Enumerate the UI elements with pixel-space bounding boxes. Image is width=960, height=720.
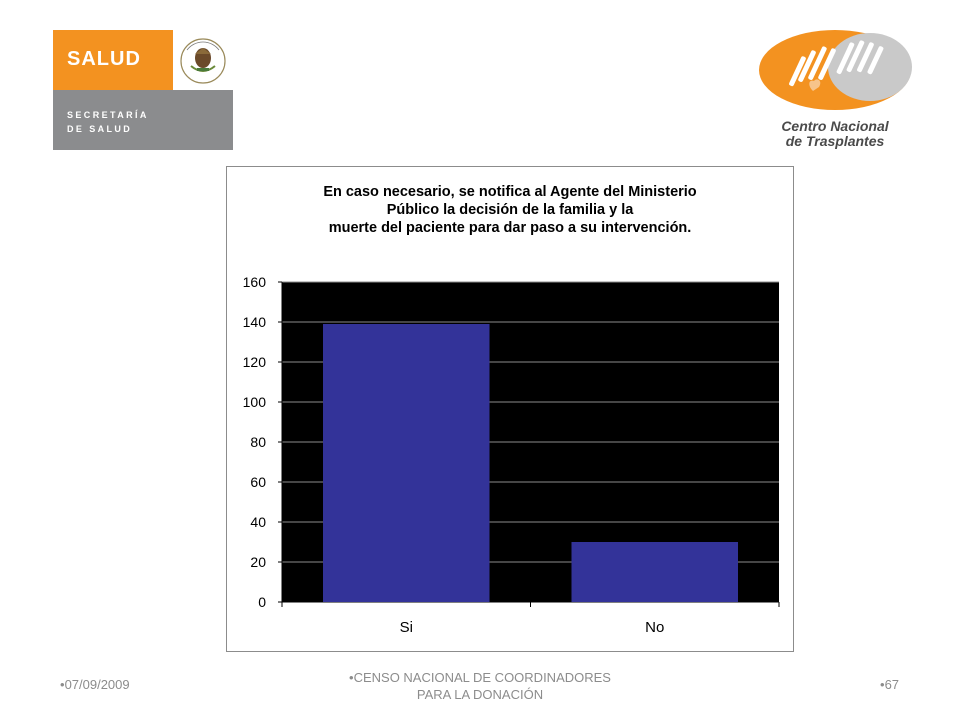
y-tick-label: 160 — [243, 274, 267, 290]
y-tick-label: 140 — [243, 314, 267, 330]
footer-title: •CENSO NACIONAL DE COORDINADORES PARA LA… — [330, 669, 630, 703]
cnt-logo-line2: de Trasplantes — [785, 133, 885, 149]
bar-no — [571, 542, 738, 602]
chart-title-line: muerte del paciente para dar paso a su i… — [328, 220, 692, 236]
cnt-logo: Centro Nacional de Trasplantes — [755, 25, 915, 155]
bar-si — [323, 324, 490, 602]
footer-date: •07/09/2009 — [60, 677, 130, 692]
salud-logo-word: SALUD — [67, 48, 141, 70]
chart-title-line: En caso necesario, se notifica al Agente… — [323, 184, 697, 200]
chart-frame: En caso necesario, se notifica al Agente… — [226, 166, 794, 652]
footer-page-number: •67 — [880, 677, 900, 692]
footer-date-text: 07/09/2009 — [64, 677, 130, 692]
hands-heart-icon — [759, 30, 912, 110]
x-tick-label: Si — [400, 619, 413, 636]
footer-title-line2: PARA LA DONACIÓN — [416, 687, 544, 702]
salud-logo: SALUD SECRETARÍA DE SALUD — [53, 30, 233, 150]
footer-page-text: 67 — [884, 677, 900, 692]
bar-chart: 0 20 40 60 80 100 120 140 160 Si No — [243, 274, 780, 636]
y-tick-label: 80 — [250, 434, 266, 450]
y-tick-label: 100 — [243, 394, 267, 410]
y-tick-label: 40 — [250, 514, 266, 530]
salud-logo-sub-line1: SECRETARÍA — [67, 110, 149, 120]
chart-title-line: Público la decisión de la familia y la — [386, 202, 634, 218]
footer-title-line1: CENSO NACIONAL DE COORDINADORES — [353, 670, 611, 685]
mexico-seal-icon — [173, 30, 233, 90]
x-tick-label: No — [645, 619, 664, 636]
chart-title: En caso necesario, se notifica al Agente… — [227, 183, 793, 237]
y-tick-label: 60 — [250, 474, 266, 490]
salud-logo-sub-line2: DE SALUD — [67, 124, 133, 134]
y-tick-label: 20 — [250, 554, 266, 570]
y-tick-label: 120 — [243, 354, 267, 370]
y-tick-label: 0 — [258, 594, 266, 610]
cnt-logo-line1: Centro Nacional — [781, 118, 889, 134]
salud-logo-bottom: SECRETARÍA DE SALUD — [53, 90, 233, 150]
